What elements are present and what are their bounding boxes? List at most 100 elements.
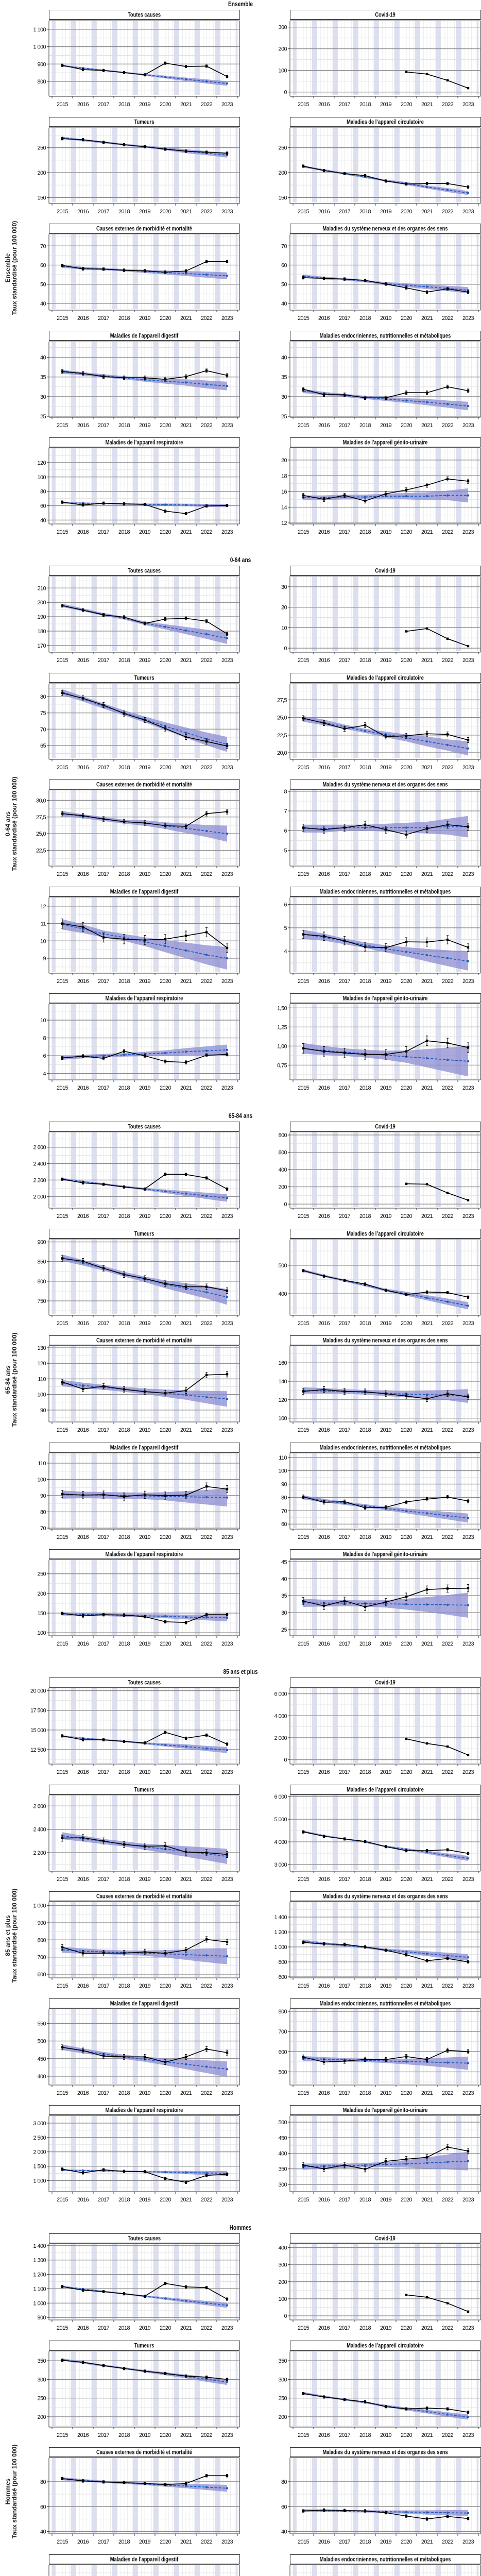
panel-title: Causes externes de morbidité et mortalit… <box>96 2449 192 2455</box>
x-tick-label: 2018 <box>118 657 130 664</box>
observed-point <box>343 727 346 730</box>
winter-band <box>153 127 159 202</box>
winter-band <box>353 448 358 523</box>
x-tick-label: 2020 <box>160 529 171 535</box>
observed-point <box>102 1385 105 1387</box>
y-tick-label: 17 500 <box>30 1708 46 1714</box>
observed-point <box>446 182 449 184</box>
observed-point <box>405 286 408 289</box>
observed-point <box>81 267 84 270</box>
winter-band <box>235 2009 237 2084</box>
observed-point <box>405 1293 408 1296</box>
x-tick-label: 2019 <box>380 1983 392 1989</box>
x-tick-label: 2023 <box>221 1769 233 1775</box>
observed-point <box>384 283 387 285</box>
observed-point <box>405 71 408 73</box>
x-tick-label: 2017 <box>98 657 110 664</box>
winter-band <box>71 1795 76 1870</box>
x-tick-label: 2021 <box>180 2539 192 2545</box>
y-tick-label: 30 <box>281 1610 287 1616</box>
x-tick-label: 2021 <box>180 1320 192 1327</box>
winter-band <box>435 341 441 416</box>
observed-point <box>446 823 449 826</box>
observed-point <box>61 1946 64 1948</box>
panel-maladies-de-l-appareil-genito-urinaire: Maladies de l’appareil génito-urinaire12… <box>281 437 481 535</box>
y-tick-label: 1 400 <box>33 2243 46 2249</box>
observed-point <box>446 1587 449 1590</box>
x-tick-label: 2022 <box>201 529 213 535</box>
trend-point <box>467 2512 470 2515</box>
x-tick-label: 2021 <box>421 765 433 771</box>
section-title: 0-64 ans <box>230 556 251 564</box>
x-tick-label: 2018 <box>359 2432 371 2438</box>
winter-band <box>394 2009 400 2084</box>
observed-point <box>61 1057 64 1059</box>
y-tick-label: 0,75 <box>277 1062 287 1069</box>
x-tick-label: 2020 <box>160 1320 171 1327</box>
observed-point <box>322 1388 325 1391</box>
observed-point <box>123 1740 126 1743</box>
y-tick-label: 600 <box>37 1972 46 1978</box>
trend-point <box>425 400 428 403</box>
x-tick-label: 2019 <box>139 2325 151 2331</box>
winter-band <box>293 2009 297 2084</box>
x-tick-label: 2016 <box>77 1085 89 1091</box>
observed-point <box>302 1831 305 1833</box>
observed-point <box>364 174 367 177</box>
winter-band <box>394 127 400 202</box>
winter-band <box>112 1453 117 1528</box>
y-tick-label: 30,0 <box>36 798 46 804</box>
panel-title: Maladies du système nerveux et des organ… <box>322 781 448 788</box>
winter-band <box>153 1346 159 1421</box>
winter-band <box>91 1004 97 1079</box>
winter-band <box>353 1560 358 1635</box>
trend-point <box>446 2061 449 2064</box>
observed-point <box>364 823 367 826</box>
winter-band <box>435 2458 441 2533</box>
panel-maladies-du-systeme-nerveux-et-des-organes-des-sens: Maladies du système nerveux et des organ… <box>278 1335 481 1433</box>
x-tick-label: 2015 <box>298 1320 310 1327</box>
panel-maladies-du-systeme-nerveux-et-des-organes-des-sens: Maladies du système nerveux et des organ… <box>284 779 481 877</box>
observed-point <box>102 1738 105 1741</box>
x-tick-label: 2020 <box>401 978 413 985</box>
x-tick-label: 2023 <box>221 1427 233 1433</box>
x-tick-label: 2016 <box>318 2325 330 2331</box>
trend-point <box>425 495 428 498</box>
trend-point <box>467 960 470 962</box>
trend-point <box>164 76 167 78</box>
x-tick-label: 2016 <box>77 1983 89 1989</box>
panel-causes-externes-de-morbidite-et-mortalite: Causes externes de morbidité et mortalit… <box>40 224 240 321</box>
x-tick-label: 2015 <box>298 2539 310 2545</box>
y-tick-label: 70 <box>40 243 46 249</box>
x-tick-label: 2018 <box>118 529 130 535</box>
winter-band <box>71 790 76 865</box>
y-tick-label: 350 <box>278 2358 287 2364</box>
observed-point <box>143 1844 146 1848</box>
x-tick-label: 2021 <box>421 1876 433 1883</box>
x-tick-label: 2017 <box>98 1213 110 1219</box>
x-tick-label: 2023 <box>221 978 233 985</box>
x-tick-label: 2015 <box>298 657 310 664</box>
y-tick-label: 100 <box>37 474 46 481</box>
x-tick-label: 2021 <box>180 1641 192 1647</box>
winter-band <box>194 2116 200 2191</box>
x-tick-label: 2018 <box>118 1085 130 1091</box>
trend-point <box>184 2485 187 2487</box>
trend-point <box>425 2511 428 2514</box>
y-tick-label: 50 <box>281 282 287 288</box>
winter-band <box>174 127 179 202</box>
observed-point <box>184 1737 187 1740</box>
winter-band <box>112 1560 117 1635</box>
trend-point <box>446 1603 449 1606</box>
panel-maladies-de-l-appareil-respiratoire: Maladies de l’appareil respiratoire40608… <box>37 437 240 535</box>
observed-point <box>184 2181 187 2184</box>
observed-point <box>81 372 84 375</box>
y-tick-label: 40 <box>281 1576 287 1582</box>
x-tick-label: 2015 <box>298 1983 310 1989</box>
panel-title: Covid-19 <box>375 1679 396 1686</box>
panel-title: Maladies du système nerveux et des organ… <box>322 2449 448 2455</box>
panel-maladies-de-l-appareil-respiratoire: Maladies de l’appareil respiratoire10015… <box>37 1549 240 1647</box>
y-tick-label: 40 <box>281 301 287 307</box>
observed-point <box>102 703 105 706</box>
winter-band <box>174 2116 179 2191</box>
